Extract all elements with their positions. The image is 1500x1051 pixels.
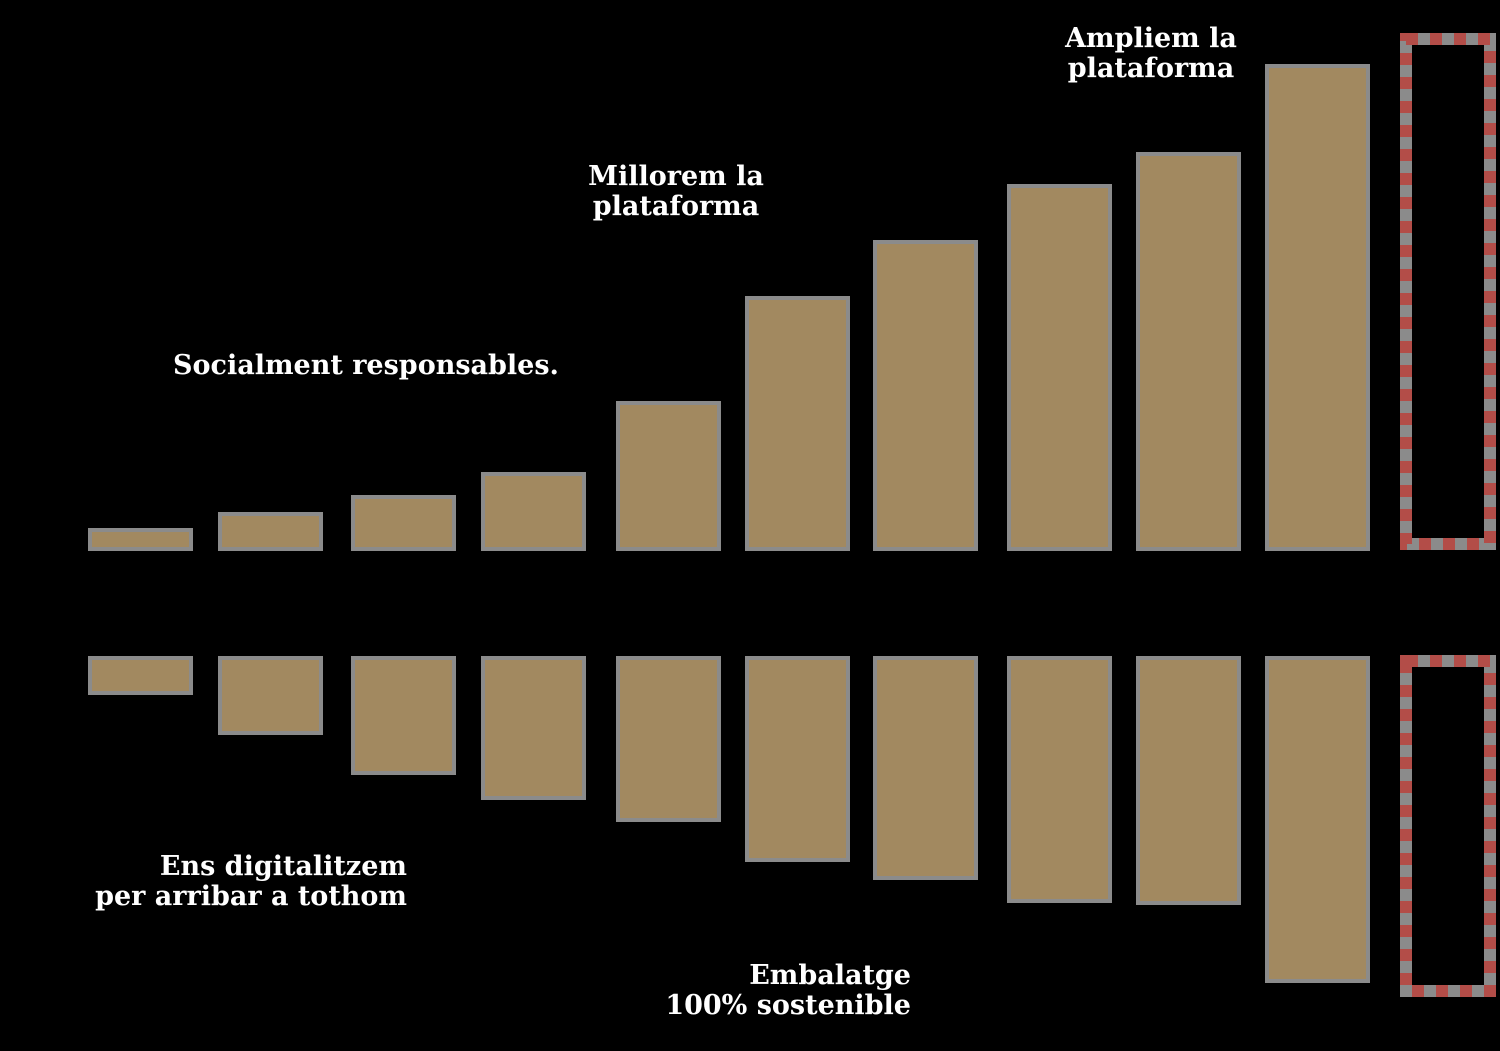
label-ens-digitalitzem: Ens digitalitzem per arribar a tothom bbox=[95, 851, 407, 912]
bottom-bar-6 bbox=[745, 656, 850, 862]
top-bar-7 bbox=[873, 240, 978, 551]
top-bar-10 bbox=[1265, 64, 1370, 551]
top-bar-2 bbox=[218, 512, 323, 551]
bottom-bar-10 bbox=[1265, 656, 1370, 983]
bottom-bar-3 bbox=[351, 656, 456, 775]
top-bar-6 bbox=[745, 296, 850, 551]
dashed-outline-icon bbox=[1400, 33, 1496, 550]
dashed-outline-icon bbox=[1400, 655, 1496, 997]
bottom-bar-1 bbox=[88, 656, 193, 695]
top-bar-1 bbox=[88, 528, 193, 551]
bottom-bar-4 bbox=[481, 656, 586, 800]
label-ampliem-la-plataforma: Ampliem la plataforma bbox=[1065, 23, 1237, 84]
label-embalatge-sostenible: Embalatge 100% sostenible bbox=[665, 960, 911, 1021]
top-bar-4 bbox=[481, 472, 586, 551]
label-socialment-responsables: Socialment responsables. bbox=[173, 350, 559, 381]
label-millorem-la-plataforma: Millorem la plataforma bbox=[588, 161, 764, 222]
bottom-bar-9 bbox=[1136, 656, 1241, 905]
bottom-bar-8 bbox=[1007, 656, 1112, 903]
top-bar-5 bbox=[616, 401, 721, 551]
top-bar-8 bbox=[1007, 184, 1112, 551]
bottom-bar-2 bbox=[218, 656, 323, 735]
bottom-bar-7 bbox=[873, 656, 978, 880]
placeholder-bar-bottom-dashed-outline bbox=[1400, 655, 1496, 997]
bottom-bar-5 bbox=[616, 656, 721, 822]
top-bar-9 bbox=[1136, 152, 1241, 551]
top-bar-3 bbox=[351, 495, 456, 551]
placeholder-bar-top-dashed-outline bbox=[1400, 33, 1496, 550]
